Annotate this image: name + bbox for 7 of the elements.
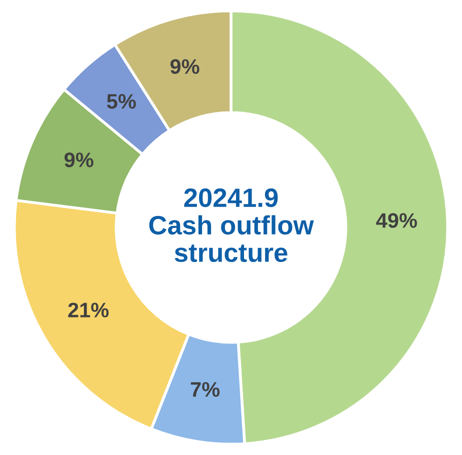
text: 20241.9 Cash outflow structure [149, 188, 314, 262]
data-label: 5% [106, 94, 136, 109]
data-label: 7% [190, 382, 220, 397]
data-label: 9% [64, 152, 94, 168]
data-label: 21% [68, 302, 109, 318]
data-label: 9% [170, 59, 200, 74]
data-label: 49% [376, 213, 417, 228]
